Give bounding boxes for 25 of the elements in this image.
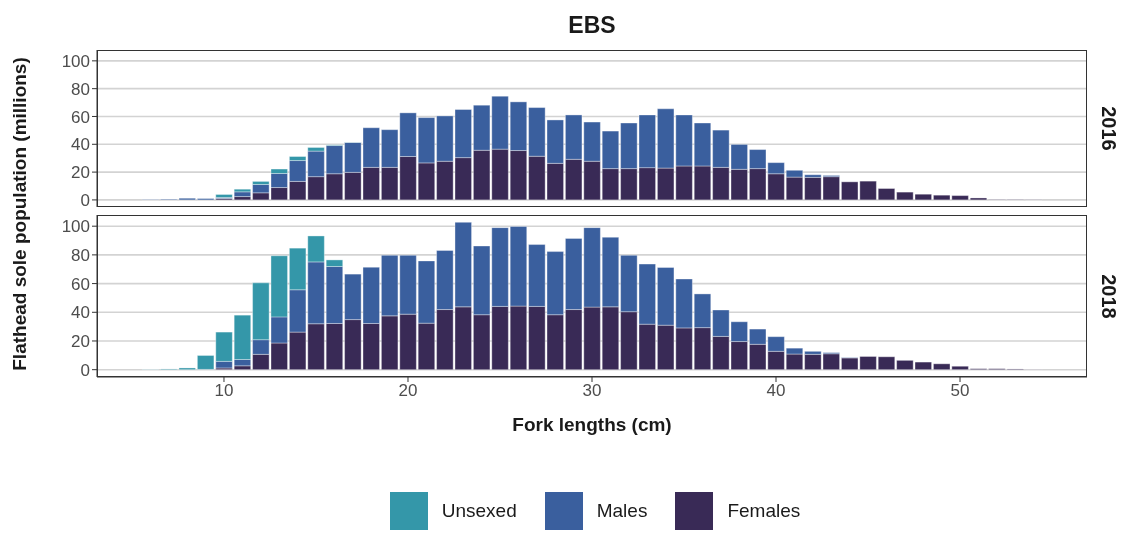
x-tick-label: 10 (214, 381, 234, 401)
legend-label: Unsexed (441, 500, 517, 522)
y-tick-label: 40 (71, 135, 90, 155)
y-tick-label: 0 (80, 190, 90, 210)
y-tick-label: 60 (71, 107, 90, 127)
x-tick-label: 30 (582, 381, 602, 401)
y-axis-title: Flathead sole population (millions) (9, 56, 31, 371)
y-tick-label: 100 (61, 51, 90, 71)
y-tick-label: 60 (71, 274, 90, 294)
x-tick-label: 40 (766, 381, 786, 401)
y-tick-label: 80 (71, 79, 90, 99)
legend-label: Males (596, 500, 648, 522)
y-tick-label: 100 (61, 217, 90, 237)
chart-title: EBS (567, 12, 617, 39)
legend-label: Females (727, 500, 801, 522)
x-tick-label: 50 (950, 381, 970, 401)
text: 2016 (1096, 106, 1120, 151)
x-axis-title: Fork lengths (cm) (511, 414, 673, 436)
y-tick-label: 0 (80, 360, 90, 380)
y-tick-label: 20 (71, 332, 90, 352)
text: 2018 (1096, 273, 1120, 319)
y-tick-label: 80 (71, 245, 90, 265)
y-tick-label: 40 (71, 303, 90, 323)
x-tick-label: 20 (398, 381, 418, 401)
y-tick-label: 20 (71, 163, 90, 183)
